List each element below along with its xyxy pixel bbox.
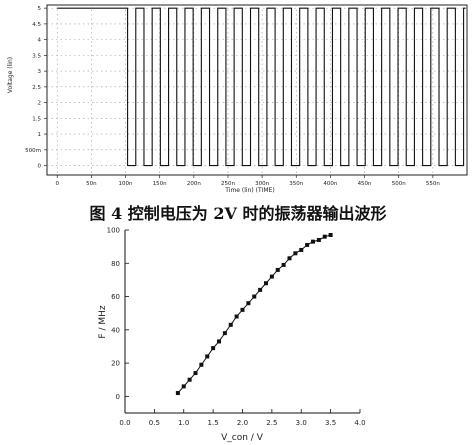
x-axis-label: Time (lin) (TIME)	[224, 187, 274, 194]
x-tick-label: 150n	[153, 181, 167, 187]
y-tick-label: 0	[38, 164, 42, 170]
y-tick-label: 2	[38, 101, 42, 107]
data-point	[305, 242, 310, 247]
data-point	[234, 314, 239, 319]
x-tick-label: 0.0	[119, 419, 130, 427]
y-tick-label: 1.5	[32, 116, 41, 122]
y-tick-label: 40	[111, 326, 120, 334]
data-point	[287, 256, 292, 261]
y-tick-label: 3	[38, 69, 42, 75]
data-point	[316, 237, 321, 242]
data-point	[228, 322, 233, 327]
x-tick-label: 4.0	[354, 419, 365, 427]
y-tick-label: 500m	[25, 148, 41, 154]
data-point	[299, 247, 304, 252]
x-tick-label: 400n	[323, 181, 337, 187]
x-axis-label: V_con / V	[221, 433, 264, 443]
x-tick-label: 300n	[255, 181, 269, 187]
data-point	[281, 262, 286, 267]
x-tick-label: 250n	[221, 181, 235, 187]
x-tick-label: 0	[55, 181, 59, 187]
x-tick-label: 0.5	[149, 419, 160, 427]
x-tick-label: 1.0	[178, 419, 189, 427]
data-point	[264, 281, 268, 286]
x-tick-label: 1.5	[208, 419, 219, 427]
x-axis-ticks: 0.0 0.5 1.0 1.5 2.0 2.5 3.0 3.5 4.0	[119, 409, 366, 427]
data-point	[269, 274, 274, 279]
x-tick-label: 50n	[86, 181, 97, 187]
waveform-line	[57, 7, 466, 167]
y-tick-label: 3.5	[32, 53, 41, 59]
y-axis-label: Voltage (lin)	[7, 57, 14, 93]
figure-caption: 图 4 控制电压为 2V 时的振荡器输出波形	[89, 204, 387, 223]
data-point	[311, 239, 315, 244]
y-axis-label: F / MHz	[98, 305, 108, 338]
y-tick-label: 2.5	[32, 85, 41, 91]
x-axis-ticks: 0 50n 100n 150n 200n 250n 300n 350n 400n 450n 500n…	[55, 175, 440, 187]
grid	[47, 5, 467, 175]
y-tick-label: 20	[111, 360, 120, 368]
data-points	[175, 232, 333, 396]
y-tick-label: 80	[111, 260, 120, 268]
data-point	[205, 354, 210, 359]
data-point	[187, 377, 192, 382]
data-point	[293, 251, 298, 256]
x-tick-label: 200n	[187, 181, 201, 187]
x-tick-label: 3.0	[296, 419, 307, 427]
data-point	[211, 346, 216, 351]
x-tick-label: 450n	[358, 181, 372, 187]
y-tick-label: 60	[111, 293, 120, 301]
series-line	[177, 234, 331, 394]
data-point	[217, 339, 221, 344]
y-axis-ticks: 0 20 40 60 80 100	[107, 227, 129, 401]
data-point	[258, 287, 263, 292]
data-point	[275, 267, 280, 272]
x-tick-label: 350n	[289, 181, 303, 187]
x-tick-label: 3.5	[325, 419, 336, 427]
y-tick-label: 0	[116, 393, 120, 401]
data-point	[252, 294, 257, 299]
oscillator-waveform-chart: 5 4.5 4 3.5 3 2.5 2 1.5 1 500m 0 0 50n 100n 150n 200n 2…	[7, 4, 468, 194]
data-point	[240, 307, 245, 312]
x-tick-label: 2.5	[266, 419, 277, 427]
data-point	[193, 371, 198, 376]
data-point	[328, 232, 333, 237]
data-point	[322, 234, 327, 239]
data-point	[246, 301, 251, 306]
x-tick-label: 500n	[392, 181, 406, 187]
y-tick-label: 1	[38, 132, 42, 138]
y-tick-label: 4	[38, 38, 42, 44]
x-tick-label: 550n	[426, 181, 440, 187]
x-tick-label: 100n	[119, 181, 133, 187]
y-axis-ticks: 5 4.5 4 3.5 3 2.5 2 1.5 1 500m 0	[25, 6, 47, 170]
y-tick-label: 100	[107, 227, 120, 235]
y-tick-label: 5	[38, 6, 42, 12]
data-point	[199, 362, 204, 367]
x-tick-label: 2.0	[237, 419, 248, 427]
data-point	[175, 391, 180, 396]
data-point	[222, 331, 227, 336]
data-point	[181, 384, 186, 389]
y-tick-label: 4.5	[32, 22, 41, 28]
plot-frame	[46, 4, 468, 176]
